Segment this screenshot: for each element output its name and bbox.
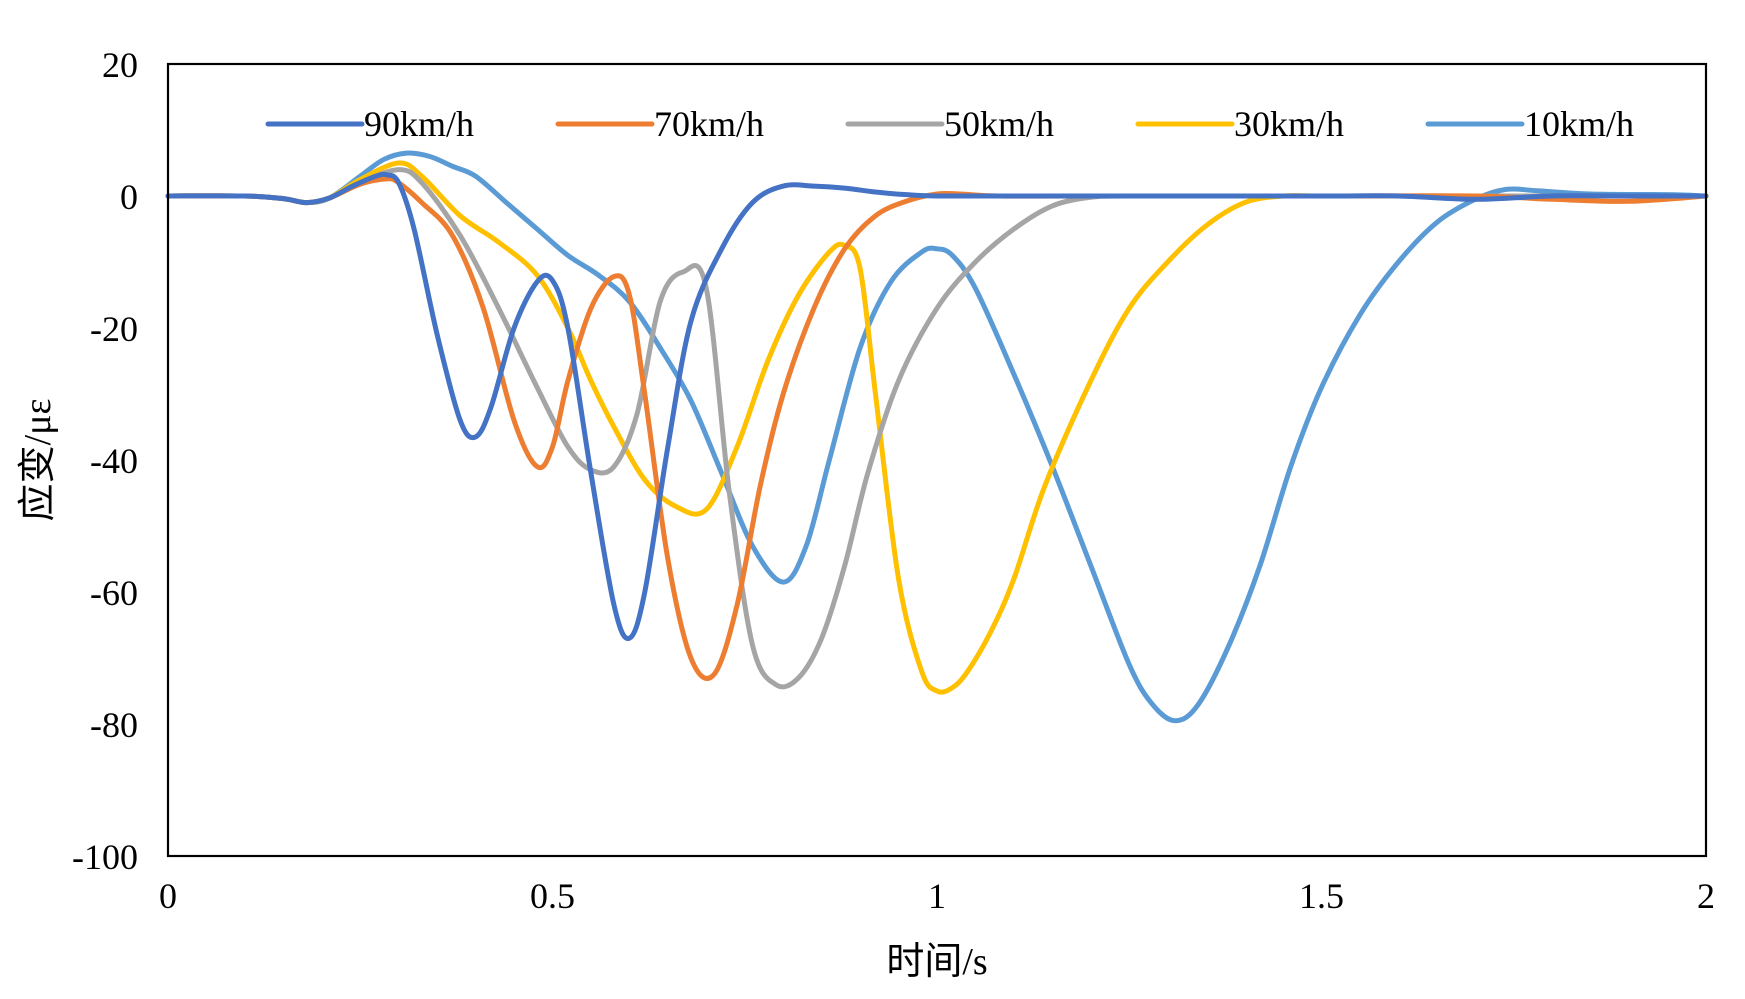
y-tick-label: 0 (120, 177, 138, 217)
series-layer (165, 150, 1709, 724)
y-axis-ticks: 20 0 -20 -40 -60 -80 -100 (72, 45, 138, 877)
legend-entry: 30km/h (1135, 104, 1344, 144)
x-axis-ticks: 0 0.5 1 1.5 2 (159, 876, 1715, 916)
legend-label: 30km/h (1234, 104, 1344, 144)
legend-entry: 10km/h (1425, 104, 1634, 144)
y-tick-label: 20 (102, 45, 138, 85)
legend: 90km/h 70km/h 50km/h 30km/h 10km/h (265, 104, 1634, 144)
legend-label: 50km/h (944, 104, 1054, 144)
x-tick-label: 1.5 (1299, 876, 1344, 916)
legend-label: 90km/h (364, 104, 474, 144)
legend-label: 10km/h (1524, 104, 1634, 144)
x-tick-label: 2 (1697, 876, 1715, 916)
y-tick-label: -100 (72, 837, 138, 877)
legend-entry: 50km/h (845, 104, 1054, 144)
series-line-30km-h (165, 160, 1709, 695)
x-tick-label: 1 (928, 876, 946, 916)
x-tick-label: 0.5 (530, 876, 575, 916)
legend-label: 70km/h (654, 104, 764, 144)
legend-entry: 90km/h (265, 104, 474, 144)
series-line-90km-h (165, 171, 1709, 642)
legend-entry: 70km/h (555, 104, 764, 144)
y-tick-label: -60 (90, 573, 138, 613)
y-tick-label: -40 (90, 441, 138, 481)
series-line-10km-h (165, 150, 1709, 724)
y-tick-label: -20 (90, 309, 138, 349)
plot-area-frame (166, 62, 1708, 858)
x-axis-label: 时间/s (886, 941, 987, 983)
y-tick-label: -80 (90, 705, 138, 745)
y-axis-label: 应变/με (17, 399, 59, 522)
x-tick-label: 0 (159, 876, 177, 916)
